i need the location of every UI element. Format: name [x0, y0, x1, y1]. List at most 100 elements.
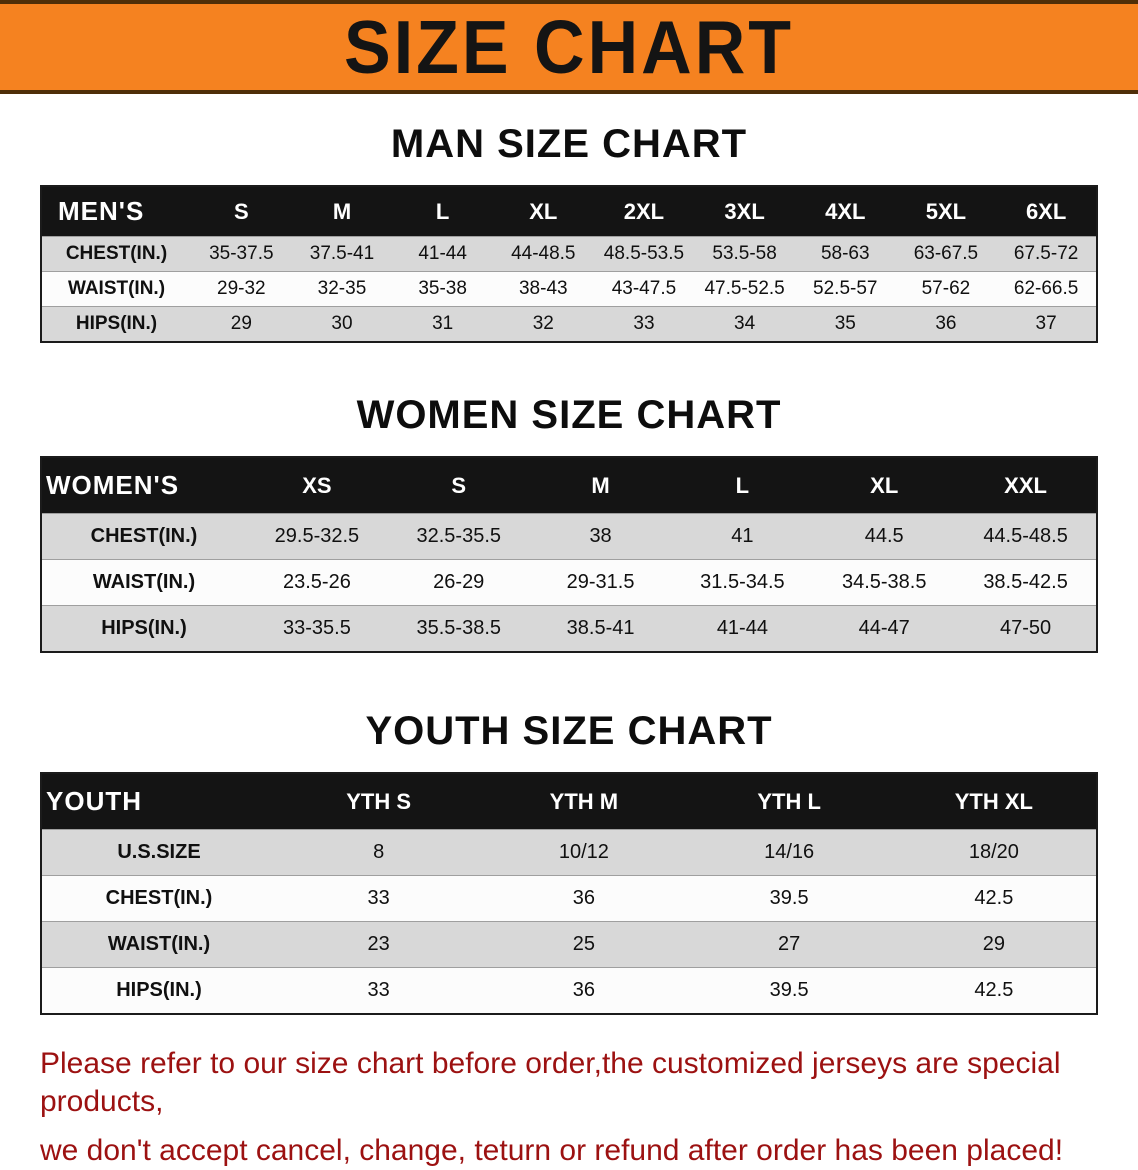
value-cell: 43-47.5	[593, 271, 695, 307]
mens-heading: MAN SIZE CHART	[390, 122, 748, 166]
value-cell: 41-44	[671, 605, 814, 652]
value-cell: 35-38	[392, 271, 493, 307]
value-cell: 53.5-58	[694, 236, 795, 272]
youth-table: YOUTH YTH S YTH M YTH L YTH XL U.S.SIZE 8 10/12…	[40, 772, 1098, 1015]
value-cell: 37.5-41	[291, 236, 393, 272]
value-cell: 42.5	[891, 967, 1097, 1014]
size-header-cell: XL	[813, 457, 956, 514]
table-header-row: MEN'S S M L XL 2XL 3XL 4XL 5XL 6XL	[41, 186, 1097, 237]
size-header-cell: YTH XL	[891, 773, 1097, 830]
size-header-cell: YTH M	[481, 773, 687, 830]
value-cell: 38-43	[492, 271, 594, 307]
value-cell: 29.5-32.5	[246, 513, 388, 560]
value-cell: 35-37.5	[191, 236, 292, 272]
value-cell: 18/20	[891, 829, 1097, 876]
mens-table: MEN'S S M L XL 2XL 3XL 4XL 5XL 6XL CHEST(IN.) 35-37…	[40, 185, 1098, 343]
womens-section: WOMEN SIZE CHART WOMEN'S XS S M L XL XXL CHEST(I…	[0, 393, 1138, 653]
table-row: CHEST(IN.) 35-37.5 37.5-41 41-44 44-48.5 48.5…	[41, 236, 1097, 272]
table-row: U.S.SIZE 8 10/12 14/16 18/20	[41, 829, 1097, 876]
value-cell: 23	[276, 921, 482, 968]
row-label-cell: CHEST(IN.)	[41, 875, 276, 922]
table-title-cell: MEN'S	[41, 186, 191, 237]
womens-heading: WOMEN SIZE CHART	[356, 393, 782, 437]
value-cell: 35.5-38.5	[387, 605, 530, 652]
row-label-cell: CHEST(IN.)	[41, 236, 191, 272]
row-label-cell: WAIST(IN.)	[41, 559, 246, 606]
value-cell: 27	[686, 921, 892, 968]
value-cell: 34.5-38.5	[813, 559, 956, 606]
sections-container: MAN SIZE CHART MEN'S S M L XL 2XL 3XL 4XL 5XL 6XL C…	[0, 122, 1138, 1015]
row-label-cell: HIPS(IN.)	[41, 605, 246, 652]
banner: SIZE CHART	[0, 0, 1138, 94]
size-header-cell: 6XL	[996, 186, 1097, 237]
value-cell: 32.5-35.5	[387, 513, 530, 560]
size-header-cell: L	[671, 457, 814, 514]
table-header-row: YOUTH YTH S YTH M YTH L YTH XL	[41, 773, 1097, 830]
disclaimer-line-2: we don't accept cancel, change, teturn o…	[40, 1134, 1064, 1167]
value-cell: 67.5-72	[996, 236, 1097, 272]
value-cell: 30	[291, 306, 393, 342]
womens-table: WOMEN'S XS S M L XL XXL CHEST(IN.) 29.5-32.5 32.5…	[40, 456, 1098, 653]
row-label-cell: WAIST(IN.)	[41, 271, 191, 307]
size-header-cell: 3XL	[694, 186, 795, 237]
value-cell: 34	[694, 306, 795, 342]
size-header-cell: YTH L	[686, 773, 892, 830]
value-cell: 41	[671, 513, 814, 560]
value-cell: 44-47	[813, 605, 956, 652]
size-header-cell: S	[387, 457, 530, 514]
size-header-cell: XXL	[955, 457, 1097, 514]
row-label-cell: HIPS(IN.)	[41, 306, 191, 342]
value-cell: 29	[891, 921, 1097, 968]
value-cell: 36	[481, 967, 687, 1014]
value-cell: 33	[276, 967, 482, 1014]
value-cell: 39.5	[686, 967, 892, 1014]
value-cell: 33	[276, 875, 482, 922]
size-header-cell: XL	[492, 186, 594, 237]
table-row: HIPS(IN.) 33-35.5 35.5-38.5 38.5-41 41-44 44-…	[41, 605, 1097, 652]
row-label-cell: U.S.SIZE	[41, 829, 276, 876]
value-cell: 44-48.5	[492, 236, 594, 272]
table-row: WAIST(IN.) 23 25 27 29	[41, 921, 1097, 968]
disclaimer-line-1: Please refer to our size chart before or…	[40, 1047, 1061, 1118]
value-cell: 29-31.5	[529, 559, 672, 606]
value-cell: 26-29	[387, 559, 530, 606]
youth-heading: YOUTH SIZE CHART	[365, 709, 773, 753]
value-cell: 37	[996, 306, 1097, 342]
size-header-cell: M	[291, 186, 393, 237]
value-cell: 29-32	[191, 271, 292, 307]
value-cell: 48.5-53.5	[593, 236, 695, 272]
table-row: CHEST(IN.) 33 36 39.5 42.5	[41, 875, 1097, 922]
value-cell: 38.5-42.5	[955, 559, 1097, 606]
table-row: CHEST(IN.) 29.5-32.5 32.5-35.5 38 41 44.5 44.5…	[41, 513, 1097, 560]
value-cell: 23.5-26	[246, 559, 388, 606]
size-header-cell: L	[392, 186, 493, 237]
table-header-row: WOMEN'S XS S M L XL XXL	[41, 457, 1097, 514]
value-cell: 31	[392, 306, 493, 342]
size-header-cell: M	[529, 457, 672, 514]
row-label-cell: HIPS(IN.)	[41, 967, 276, 1014]
value-cell: 29	[191, 306, 292, 342]
table-row: WAIST(IN.) 29-32 32-35 35-38 38-43 43-47.5 47.…	[41, 271, 1097, 307]
value-cell: 44.5-48.5	[955, 513, 1097, 560]
value-cell: 52.5-57	[794, 271, 896, 307]
mens-section: MAN SIZE CHART MEN'S S M L XL 2XL 3XL 4XL 5XL 6XL C…	[0, 122, 1138, 343]
value-cell: 38	[529, 513, 672, 560]
table-row: HIPS(IN.) 29 30 31 32 33 34 35 36 37	[41, 306, 1097, 342]
size-header-cell: S	[191, 186, 292, 237]
size-header-cell: 5XL	[895, 186, 997, 237]
value-cell: 44.5	[813, 513, 956, 560]
size-header-cell: YTH S	[276, 773, 482, 830]
value-cell: 57-62	[895, 271, 997, 307]
value-cell: 38.5-41	[529, 605, 672, 652]
value-cell: 58-63	[794, 236, 896, 272]
page-title: SIZE CHART	[344, 4, 794, 90]
size-header-cell: 2XL	[593, 186, 695, 237]
table-row: WAIST(IN.) 23.5-26 26-29 29-31.5 31.5-34.5 34…	[41, 559, 1097, 606]
table-row: HIPS(IN.) 33 36 39.5 42.5	[41, 967, 1097, 1014]
value-cell: 41-44	[392, 236, 493, 272]
value-cell: 32	[492, 306, 594, 342]
value-cell: 14/16	[686, 829, 892, 876]
value-cell: 31.5-34.5	[671, 559, 814, 606]
size-header-cell: 4XL	[794, 186, 896, 237]
